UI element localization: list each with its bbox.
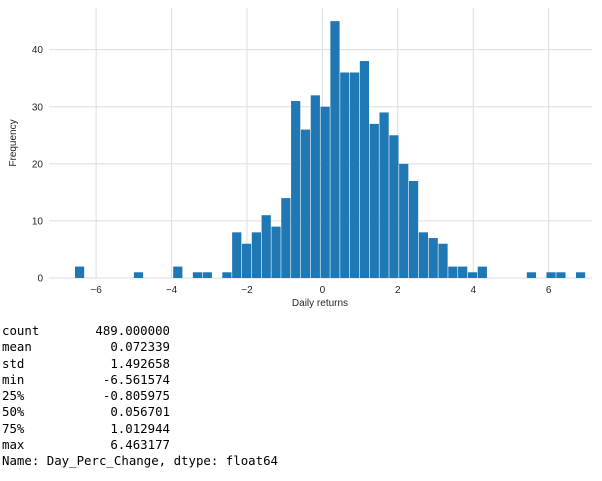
- histogram-bar: [350, 72, 360, 278]
- x-tick-label: 0: [320, 285, 326, 296]
- histogram-bar: [232, 232, 242, 278]
- stat-key: 50%: [2, 404, 25, 420]
- stat-row: count 489.000000: [2, 323, 278, 339]
- stat-row: 75% 1.012944: [2, 421, 278, 437]
- histogram-bar: [458, 266, 468, 278]
- stat-row: std 1.492658: [2, 356, 278, 372]
- stat-value: 1.012944: [110, 420, 170, 436]
- y-tick-label: 10: [32, 216, 44, 227]
- histogram-bar: [173, 266, 183, 278]
- stat-row: 50% 0.056701: [2, 404, 278, 420]
- x-tick-label: 2: [395, 285, 401, 296]
- stat-value: 0.072339: [110, 339, 170, 355]
- histogram-bar: [438, 243, 448, 278]
- x-tick-label: 6: [546, 285, 552, 296]
- histogram-bar: [399, 163, 409, 278]
- stat-value: 1.492658: [110, 355, 170, 371]
- stat-key: mean: [2, 339, 32, 355]
- histogram-bar: [369, 123, 379, 278]
- stat-key: 75%: [2, 420, 25, 436]
- histogram-bar: [428, 238, 438, 278]
- histogram-bar: [310, 95, 320, 278]
- y-axis-label: Frequency: [8, 119, 19, 166]
- stat-value: 0.056701: [110, 404, 170, 420]
- grid: [49, 8, 592, 279]
- histogram-bar: [261, 215, 271, 278]
- histogram-bar: [340, 72, 350, 278]
- histogram-bar: [133, 272, 144, 278]
- histogram-bar: [202, 272, 212, 278]
- histogram-bar: [330, 21, 340, 278]
- histogram-bar: [575, 272, 586, 278]
- stat-row: min -6.561574: [2, 372, 278, 388]
- histogram-bar: [448, 266, 458, 278]
- histogram-bar: [389, 135, 399, 278]
- y-tick-label: 0: [37, 274, 43, 285]
- x-tick-label: 4: [470, 285, 476, 296]
- histogram-bar: [300, 129, 311, 278]
- x-tick-label: −6: [90, 285, 102, 296]
- y-tick-label: 30: [32, 102, 44, 113]
- x-tick-label: −4: [166, 285, 178, 296]
- histogram-chart: −6 −4 −2 0 2 4 6 0 10 20 30 40 Daily returns Frequ…: [8, 8, 592, 309]
- stat-key: 25%: [2, 388, 25, 404]
- histogram-bar: [320, 106, 330, 278]
- histogram-bar: [556, 272, 566, 278]
- histogram-bar: [74, 266, 85, 278]
- histogram-bar: [359, 61, 370, 278]
- bars: [74, 21, 586, 279]
- stat-value: -6.561574: [102, 371, 170, 387]
- describe-output: count 489.000000 mean 0.072339 std 1.492658 mi…: [2, 323, 278, 470]
- histogram-bar: [526, 272, 537, 278]
- histogram-bar: [192, 272, 203, 278]
- stats-footer: Name: Day_Perc_Change, dtype: float64: [2, 453, 279, 469]
- histogram-bar: [379, 112, 389, 279]
- y-tick-labels: 0 10 20 30 40: [32, 45, 44, 284]
- stat-key: max: [2, 437, 25, 453]
- stat-value: 6.463177: [110, 437, 170, 453]
- histogram-bar: [251, 232, 261, 278]
- histogram-bar: [241, 243, 252, 278]
- y-tick-label: 40: [32, 45, 44, 56]
- histogram-bar: [408, 180, 419, 278]
- histogram-bar: [271, 226, 281, 278]
- stat-key: count: [2, 323, 40, 338]
- histogram-bar: [467, 272, 478, 278]
- x-tick-label: −2: [241, 285, 253, 296]
- histogram-bar: [477, 266, 487, 278]
- histogram-bar: [222, 272, 232, 278]
- x-axis-label: Daily returns: [292, 298, 348, 309]
- histogram-bar: [281, 198, 291, 278]
- y-tick-label: 20: [32, 159, 44, 170]
- stat-row: max 6.463177: [2, 437, 278, 453]
- stat-value: 489.000000: [95, 323, 170, 338]
- stat-value: -0.805975: [102, 388, 170, 404]
- stat-key: std: [2, 355, 25, 371]
- histogram-bar: [546, 272, 556, 278]
- stat-key: min: [2, 371, 25, 387]
- histogram-bar: [418, 232, 428, 278]
- x-tick-labels: −6 −4 −2 0 2 4 6: [90, 285, 551, 296]
- histogram-bar: [291, 101, 301, 278]
- stat-row: mean 0.072339: [2, 339, 278, 355]
- stat-row: 25% -0.805975: [2, 388, 278, 404]
